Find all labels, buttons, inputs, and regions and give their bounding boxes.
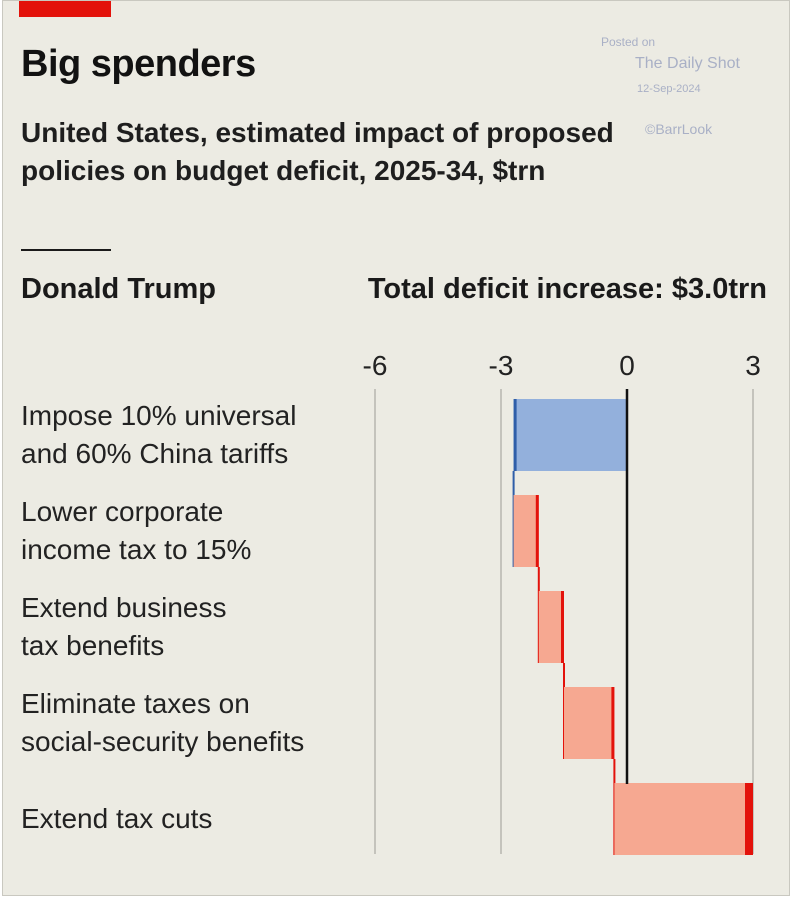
section-rule	[21, 249, 111, 251]
category-label-line: Impose 10% universal	[21, 400, 297, 431]
x-tick-label: -3	[489, 350, 514, 381]
bar	[564, 687, 615, 759]
waterfall-chart: -6 -3 0 3	[363, 350, 761, 855]
category-label: Impose 10% universal and 60% China tariff…	[21, 397, 351, 473]
x-tick-label: -6	[363, 350, 388, 381]
panel-name: Donald Trump	[21, 273, 216, 305]
watermark-source-name: The Daily Shot	[635, 55, 740, 72]
chart-subtitle: United States, estimated impact of propo…	[21, 117, 614, 186]
chart-title: Big spenders	[21, 43, 256, 85]
watermark-credit: ©BarrLook	[645, 121, 713, 137]
category-label-line: social-security benefits	[21, 726, 305, 757]
bar	[513, 399, 627, 471]
category-label-line: income tax to 15%	[21, 534, 252, 565]
category-label: Extend business tax benefits	[21, 589, 351, 665]
watermark-posted-on: Posted on	[601, 35, 656, 49]
bar-edge	[611, 687, 615, 759]
category-label-line: Eliminate taxes on	[21, 688, 250, 719]
x-tick-label: 0	[619, 350, 635, 381]
category-label: Eliminate taxes on social-security benefi…	[21, 685, 351, 761]
category-label-line: Extend tax cuts	[21, 803, 213, 834]
bar	[538, 591, 564, 663]
brand-tag	[19, 1, 111, 17]
x-tick-label: 3	[745, 350, 761, 381]
category-label-line: Lower corporate	[21, 496, 224, 527]
category-label: Extend tax cuts	[21, 800, 351, 838]
bar-edge	[745, 783, 753, 855]
category-label: Lower corporate income tax to 15%	[21, 493, 351, 569]
category-label-line: tax benefits	[21, 630, 165, 661]
category-label-line: and 60% China tariffs	[21, 438, 289, 469]
panel-total: Total deficit increase: $3.0trn	[367, 273, 767, 305]
bar	[614, 783, 753, 855]
bar	[513, 495, 539, 567]
bar-edge	[513, 399, 517, 471]
bar-edge	[535, 495, 539, 567]
bar-edge	[561, 591, 564, 663]
category-label-line: Extend business	[21, 592, 227, 623]
watermark-date: 12-Sep-2024	[637, 83, 701, 95]
